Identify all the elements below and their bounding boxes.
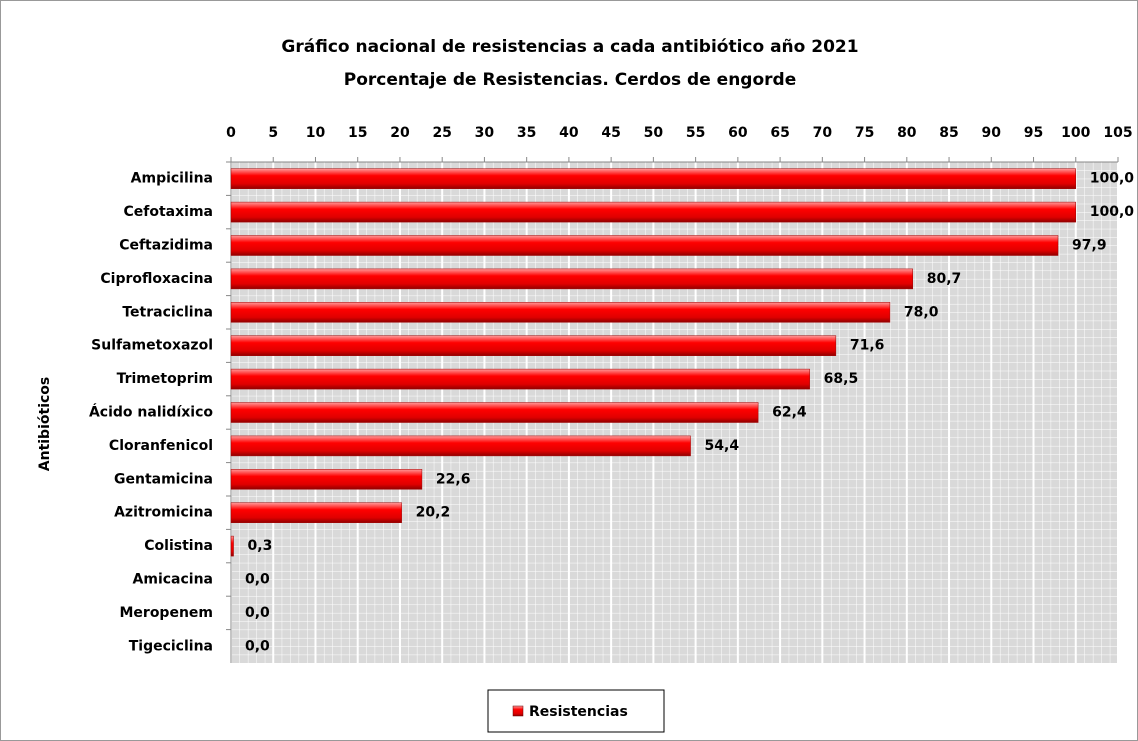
bar <box>230 535 234 557</box>
y-tick-label: Meropenem <box>119 605 213 621</box>
x-tick-label: 0 <box>226 125 236 141</box>
bar <box>230 502 402 523</box>
x-tick-label: 10 <box>306 125 326 141</box>
data-label: 80,7 <box>927 271 962 287</box>
y-tick-label: Azitromicina <box>114 505 213 521</box>
y-tick-label: Ácido nalidíxico <box>89 404 213 421</box>
x-tick-label: 25 <box>432 125 451 141</box>
x-tick-label: 40 <box>559 125 579 141</box>
legend-swatch <box>512 705 524 717</box>
x-tick-label: 50 <box>644 125 664 141</box>
y-tick-label: Ceftazidima <box>119 238 213 254</box>
x-tick-label: 30 <box>475 125 495 141</box>
legend-label: Resistencias <box>529 704 628 720</box>
x-tick-label: 65 <box>770 125 789 141</box>
bar <box>230 302 891 323</box>
y-tick-label: Ciprofloxacina <box>100 271 213 287</box>
bar <box>230 201 1077 223</box>
y-tick-label: Colistina <box>144 538 213 554</box>
x-tick-label: 100 <box>1061 125 1090 141</box>
bar <box>230 402 759 423</box>
x-tick-label: 105 <box>1103 125 1132 141</box>
x-tick-label: 55 <box>686 125 705 141</box>
bar <box>230 335 837 356</box>
data-label: 78,0 <box>904 304 939 320</box>
data-label: 71,6 <box>850 338 885 354</box>
y-tick-label: Tetraciclina <box>122 304 213 320</box>
bar <box>230 268 913 290</box>
y-tick-label: Tigeciclina <box>129 638 213 654</box>
y-tick-label: Sulfametoxazol <box>91 338 213 354</box>
x-tick-label: 60 <box>728 125 748 141</box>
data-label: 0,3 <box>248 538 273 554</box>
data-label: 100,0 <box>1090 171 1135 187</box>
x-tick-label: 45 <box>601 125 620 141</box>
x-tick-label: 85 <box>939 125 958 141</box>
legend: Resistencias <box>487 689 665 733</box>
bar <box>230 469 423 490</box>
data-label: 100,0 <box>1090 204 1135 220</box>
x-tick-label: 95 <box>1024 125 1043 141</box>
y-axis-label: Antibióticos <box>37 377 53 471</box>
x-tick-label: 15 <box>348 125 367 141</box>
y-tick-label: Cloranfenicol <box>109 438 213 454</box>
data-label: 20,2 <box>416 505 451 521</box>
y-tick-label: Gentamicina <box>114 471 213 487</box>
x-tick-label: 5 <box>268 125 278 141</box>
chart-title: Gráfico nacional de resistencias a cada … <box>281 37 858 57</box>
chart-subtitle: Porcentaje de Resistencias. Cerdos de en… <box>344 70 797 90</box>
y-tick-label: Cefotaxima <box>124 204 213 220</box>
data-label: 54,4 <box>705 438 740 454</box>
data-label: 22,6 <box>436 471 471 487</box>
bar <box>230 168 1077 189</box>
bar <box>230 368 810 390</box>
data-label: 68,5 <box>824 371 859 387</box>
x-tick-label: 80 <box>897 125 917 141</box>
x-tick-label: 75 <box>855 125 874 141</box>
data-label: 0,0 <box>245 572 270 588</box>
y-tick-label: Trimetoprim <box>117 371 213 387</box>
bar <box>230 435 691 457</box>
data-label: 97,9 <box>1072 238 1107 254</box>
data-label: 62,4 <box>772 405 807 421</box>
y-tick-label: Ampicilina <box>131 171 213 187</box>
x-tick-label: 90 <box>982 125 1002 141</box>
x-tick-label: 35 <box>517 125 536 141</box>
x-tick-label: 70 <box>813 125 833 141</box>
data-label: 0,0 <box>245 605 270 621</box>
x-tick-label: 20 <box>390 125 410 141</box>
y-tick-label: Amicacina <box>133 572 213 588</box>
bar <box>230 235 1059 256</box>
data-label: 0,0 <box>245 638 270 654</box>
